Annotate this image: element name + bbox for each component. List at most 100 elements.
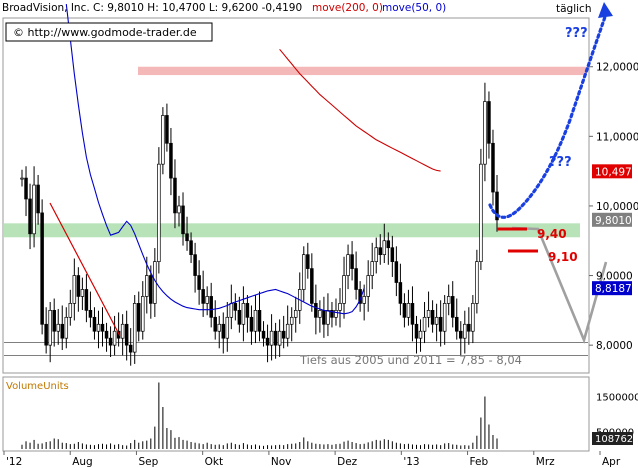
candle-body	[430, 310, 435, 325]
price-level-tag	[592, 281, 632, 296]
candle-body	[165, 115, 169, 144]
volume-tick-label: 1500000	[596, 393, 638, 404]
x-tick-label: Dez	[337, 456, 358, 468]
candle-body	[410, 303, 415, 325]
candle-body	[334, 310, 338, 318]
candle-body	[293, 310, 298, 318]
candle-body	[36, 184, 40, 214]
candle-body	[225, 316, 230, 339]
candle-body	[422, 316, 427, 332]
x-tick-label: Apr	[602, 456, 621, 468]
y-tick-label: 11,0000	[596, 131, 638, 143]
candle-body	[213, 316, 217, 332]
candle-body	[370, 261, 374, 276]
candle-body	[261, 330, 266, 339]
candle-body	[390, 247, 395, 262]
candle-body	[269, 330, 274, 346]
candle-body	[161, 115, 165, 165]
candle-body	[205, 296, 209, 304]
candle-body	[394, 261, 399, 283]
candle-body	[374, 247, 378, 262]
candle-body	[149, 275, 153, 304]
candle-body	[402, 303, 407, 318]
candle-body	[108, 337, 113, 346]
candle-body	[362, 296, 366, 304]
candle-body	[495, 191, 499, 221]
price-level-value: 9,8010	[595, 215, 632, 227]
candle-body	[80, 289, 85, 297]
candle-body	[64, 316, 69, 339]
candle-body	[177, 205, 181, 214]
ma200-legend: move(200, 0)	[312, 2, 383, 14]
candle-body	[479, 163, 483, 262]
ma200-line	[279, 48, 441, 172]
y-tick-label: 12,0000	[596, 62, 638, 74]
candle-body	[350, 254, 354, 269]
y-tick-label: 9,0000	[596, 271, 633, 283]
volume-panel-frame	[2, 376, 590, 452]
x-tick-label: Aug	[72, 456, 93, 468]
candle-body	[450, 296, 455, 318]
candle-body	[491, 142, 495, 193]
candle-body	[141, 296, 145, 332]
x-tick-label: '13	[403, 456, 419, 468]
support-zone	[4, 223, 580, 238]
x-tick-label: Nov	[271, 456, 292, 468]
candle-body	[338, 303, 342, 311]
candle-body	[442, 303, 447, 332]
watermark-box	[5, 22, 213, 42]
candle-body	[330, 310, 334, 318]
candle-body	[265, 337, 270, 346]
candle-body	[487, 101, 491, 144]
candle-body	[354, 268, 358, 290]
candle-body	[326, 310, 330, 325]
x-tick-label: Mrz	[536, 456, 555, 468]
candle-body	[346, 254, 350, 276]
candle-body	[20, 177, 24, 180]
candle-body	[237, 310, 242, 325]
x-tick-label: Feb	[470, 456, 489, 468]
candle-body	[157, 163, 161, 262]
candle-body	[96, 323, 101, 332]
candle-body	[241, 303, 246, 325]
candle-body	[104, 330, 109, 339]
candle-body	[112, 330, 117, 346]
candle-body	[302, 254, 306, 290]
downtrend-line	[49, 202, 121, 337]
candle-body	[56, 323, 60, 332]
ma50-legend: move(50, 0)	[382, 2, 446, 14]
volume-last-tag	[592, 432, 633, 445]
candle-body	[386, 240, 391, 249]
candle-body	[209, 296, 213, 318]
resistance-zone	[138, 66, 587, 76]
candle-body	[221, 323, 226, 339]
candle-body	[44, 323, 48, 346]
candle-body	[68, 303, 73, 318]
candle-body	[24, 177, 28, 200]
candle-body	[281, 330, 286, 339]
candle-body	[483, 101, 487, 165]
x-tick-label: '12	[6, 456, 22, 468]
candle-body	[233, 303, 238, 311]
period-label: täglich	[556, 3, 591, 15]
symbol-info: BroadVision, Inc. C: 9,8010 H: 10,4700 L…	[2, 2, 302, 14]
y-tick-label: 10,0000	[596, 201, 638, 213]
candle-body	[253, 310, 258, 332]
candle-body	[52, 310, 56, 332]
x-tick-label: Sep	[138, 456, 158, 468]
candle-body	[322, 310, 326, 325]
candle-body	[88, 310, 93, 318]
candle-body	[277, 330, 282, 346]
candle-body	[136, 303, 141, 332]
candle-body	[116, 330, 121, 339]
candle-body	[249, 316, 254, 332]
candle-body	[314, 303, 318, 318]
candle-body	[32, 184, 36, 235]
price-y-axis: 12,0000 11,0000 10,0000 9,0000 8,0000	[589, 62, 638, 352]
candle-body	[181, 205, 185, 235]
candle-body	[446, 296, 451, 304]
price-level-value: 10,4974	[595, 166, 638, 178]
volume-y-axis: 1500000500000	[596, 393, 638, 439]
candle-body	[245, 303, 250, 318]
